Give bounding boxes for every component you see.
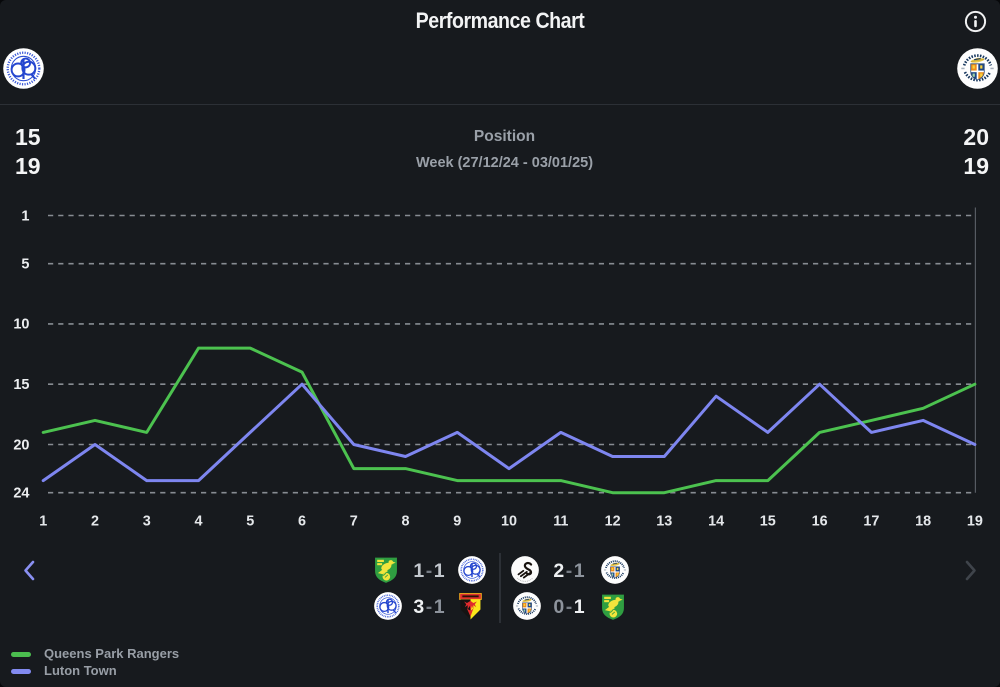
svg-text:13: 13: [656, 513, 672, 529]
svg-text:20: 20: [13, 437, 29, 453]
svg-text:15: 15: [13, 377, 29, 393]
svg-text:7: 7: [350, 513, 358, 529]
svg-text:3: 3: [143, 513, 151, 529]
svg-text:1: 1: [21, 208, 29, 224]
svg-text:10: 10: [13, 317, 29, 333]
svg-text:8: 8: [401, 513, 409, 529]
svg-text:9: 9: [453, 513, 461, 529]
svg-text:5: 5: [21, 257, 29, 273]
svg-text:12: 12: [605, 513, 621, 529]
svg-text:5: 5: [246, 513, 254, 529]
svg-text:17: 17: [863, 513, 879, 529]
svg-text:15: 15: [760, 513, 776, 529]
svg-text:18: 18: [915, 513, 931, 529]
svg-text:11: 11: [553, 513, 568, 529]
svg-text:4: 4: [194, 513, 202, 529]
svg-text:16: 16: [812, 513, 828, 529]
svg-text:24: 24: [13, 486, 29, 502]
svg-text:2: 2: [91, 513, 99, 529]
svg-text:19: 19: [967, 513, 983, 529]
svg-text:14: 14: [708, 513, 724, 529]
svg-text:1: 1: [39, 513, 47, 529]
svg-text:10: 10: [501, 513, 517, 529]
svg-text:6: 6: [298, 513, 306, 529]
